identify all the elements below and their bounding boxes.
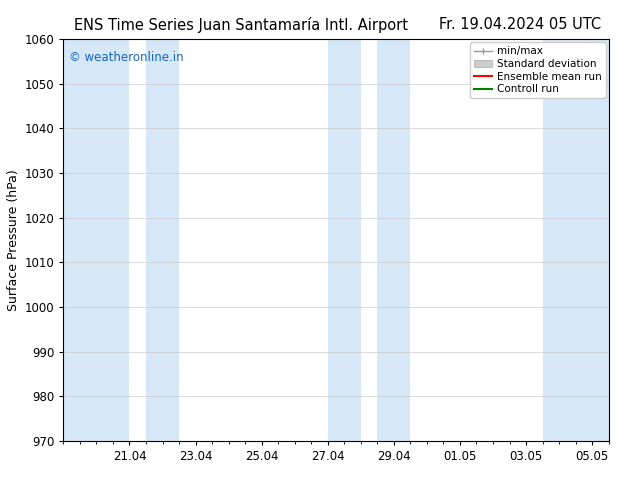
Text: Fr. 19.04.2024 05 UTC: Fr. 19.04.2024 05 UTC — [439, 17, 601, 32]
Bar — [146, 39, 179, 441]
Text: ENS Time Series Juan Santamaría Intl. Airport: ENS Time Series Juan Santamaría Intl. Ai… — [74, 17, 408, 33]
Bar — [63, 39, 129, 441]
Bar — [543, 39, 609, 441]
Bar — [328, 39, 361, 441]
Y-axis label: Surface Pressure (hPa): Surface Pressure (hPa) — [8, 169, 20, 311]
Text: © weatheronline.in: © weatheronline.in — [69, 51, 183, 64]
Bar — [377, 39, 410, 441]
Legend: min/max, Standard deviation, Ensemble mean run, Controll run: min/max, Standard deviation, Ensemble me… — [470, 42, 605, 98]
